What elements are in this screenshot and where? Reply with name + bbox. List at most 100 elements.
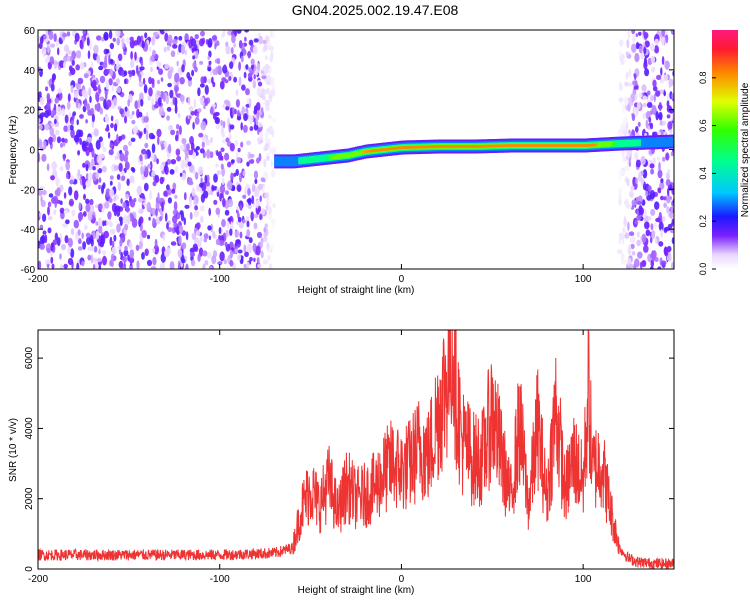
noise-cell (129, 249, 135, 259)
noise-cell (248, 237, 253, 244)
noise-cell (658, 161, 661, 172)
noise-cell (235, 99, 240, 108)
noise-cell (256, 257, 260, 264)
noise-cell (49, 43, 56, 48)
noise-cell (159, 263, 164, 269)
ridge-cell (658, 137, 661, 148)
snr-y-label: SNR (10 * v/v) (8, 418, 19, 482)
noise-cell (68, 198, 74, 207)
noise-cell (188, 198, 192, 208)
noise-cell (55, 39, 59, 47)
noise-cell (215, 207, 221, 215)
noise-cell (109, 42, 115, 50)
noise-cell (667, 121, 673, 130)
noise-cell (208, 60, 212, 65)
noise-cell (270, 159, 274, 167)
noise-cell (110, 115, 114, 122)
noise-cell (206, 149, 211, 159)
noise-cell (628, 82, 633, 87)
noise-cell (655, 217, 661, 223)
noise-cell (177, 112, 181, 118)
noise-cell (229, 107, 233, 117)
noise-cell (144, 153, 148, 160)
noise-cell (82, 241, 86, 250)
noise-cell (77, 238, 82, 245)
ridge-cell (448, 145, 452, 148)
ridge-cell (330, 154, 334, 160)
noise-cell (103, 98, 107, 109)
noise-cell (651, 105, 657, 115)
ridge-cell (477, 145, 480, 148)
noise-cell (168, 143, 172, 154)
noise-cell (660, 195, 664, 201)
noise-cell (116, 223, 121, 233)
noise-cell (619, 96, 623, 104)
noise-cell (260, 250, 264, 259)
noise-cell (267, 199, 273, 204)
noise-cell (658, 111, 663, 121)
noise-cell (118, 135, 123, 142)
noise-cell (115, 30, 121, 38)
ridge-cell (392, 147, 395, 150)
noise-cell (99, 107, 104, 115)
ridge-cell (634, 139, 637, 147)
noise-cell (109, 175, 114, 180)
noise-cell (236, 30, 242, 34)
ridge-cell (450, 145, 454, 148)
noise-cell (100, 234, 104, 244)
noise-cell (98, 249, 101, 255)
snr-series-line (38, 330, 674, 569)
noise-cell (145, 130, 149, 141)
noise-cell (648, 116, 652, 123)
noise-cell (77, 212, 84, 221)
noise-cell (618, 239, 621, 245)
noise-cell (647, 185, 652, 192)
spectrogram-y-ticks: -60 -40 -20 0 20 40 60 (21, 26, 674, 276)
ridge-cell (535, 144, 539, 147)
noise-cell (246, 97, 250, 104)
noise-cell (91, 246, 95, 252)
noise-cell (237, 249, 243, 254)
noise-cell (650, 208, 656, 216)
noise-cell (257, 205, 262, 213)
ridge-cell (531, 144, 535, 147)
noise-cell (59, 253, 62, 260)
noise-cell (129, 36, 134, 41)
noise-cell (153, 31, 159, 37)
noise-cell (663, 196, 667, 201)
noise-cell (69, 124, 74, 131)
noise-cell (634, 52, 640, 63)
noise-cell (227, 198, 234, 208)
noise-cell (102, 250, 106, 256)
ridge-cell (647, 137, 650, 148)
noise-cell (86, 37, 90, 46)
noise-cell (670, 206, 674, 212)
ridge-cell (564, 144, 567, 147)
noise-cell (228, 76, 232, 81)
noise-cell (655, 90, 661, 97)
ridge-cell (570, 144, 574, 147)
y-tick-label: -60 (21, 265, 36, 276)
noise-cell (243, 113, 248, 122)
ridge-cell (422, 145, 426, 149)
noise-cell (187, 161, 192, 167)
noise-cell (124, 245, 128, 252)
noise-cell (222, 30, 226, 36)
noise-cell (172, 44, 178, 49)
x-tick-label: 100 (575, 574, 592, 585)
ridge-cell (638, 139, 641, 147)
noise-cell (262, 39, 267, 45)
noise-cell (116, 174, 121, 180)
noise-cell (628, 160, 632, 167)
spectrogram-x-ticks: -200 -100 0 100 (28, 264, 592, 285)
noise-cell (129, 175, 135, 184)
noise-cell (670, 30, 674, 35)
noise-cell (81, 232, 84, 239)
noise-cell (242, 170, 246, 177)
noise-cell (622, 227, 626, 234)
noise-cell (268, 263, 273, 269)
noise-cell (105, 80, 110, 90)
noise-cell (662, 120, 667, 126)
